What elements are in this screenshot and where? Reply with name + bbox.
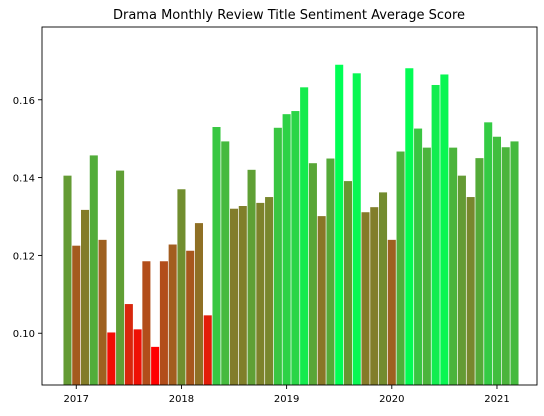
bar-2019-12 (379, 192, 388, 385)
bar-2017-12 (168, 244, 177, 385)
x-tick-label: 2017 (64, 394, 89, 405)
bar-2018-01 (177, 189, 186, 385)
bar-2018-09 (247, 169, 256, 385)
bar-2018-04 (203, 315, 212, 385)
bar-2017-02 (81, 209, 90, 385)
bar-2017-08 (133, 329, 142, 385)
bar-2018-08 (238, 206, 247, 385)
chart-title: Drama Monthly Review Title Sentiment Ave… (113, 8, 465, 23)
bar-2019-01 (282, 114, 291, 386)
x-tick-label: 2019 (274, 394, 299, 405)
bar-2018-10 (256, 202, 265, 385)
bar-2018-12 (273, 127, 282, 385)
axes-layer: 0.10 0.12 0.14 0.16 2017 2018 2019 2020 2021 (13, 26, 538, 405)
bar-2020-12 (484, 122, 493, 385)
bar-2018-06 (221, 141, 230, 385)
y-tick-label: 0.10 (13, 329, 35, 340)
bar-2019-04 (308, 163, 317, 385)
y-tick-label: 0.16 (13, 96, 35, 107)
bar-2018-11 (265, 197, 274, 385)
bar-2019-05 (317, 216, 326, 385)
bar-2018-07 (230, 208, 239, 385)
y-tick-label: 0.12 (13, 251, 35, 262)
x-tick-label: 2020 (379, 394, 404, 405)
bar-2020-08 (449, 147, 458, 385)
plot-frame (41, 26, 538, 386)
x-tick-label: 2021 (484, 394, 509, 405)
bar-2019-06 (326, 158, 335, 385)
bar-2020-05 (422, 147, 431, 385)
bar-2019-10 (361, 212, 370, 385)
bar-2021-03 (510, 141, 519, 385)
x-tick-label: 2018 (169, 394, 194, 405)
bar-2017-01 (72, 245, 81, 385)
y-tick-label: 0.14 (13, 174, 35, 185)
bar-2019-11 (370, 207, 379, 385)
bar-2017-03 (89, 155, 98, 385)
bar-2019-07 (335, 64, 344, 385)
bar-2020-11 (475, 158, 484, 385)
bar-2017-10 (151, 346, 160, 385)
bar-2020-01 (387, 239, 396, 385)
bar-2017-11 (159, 261, 168, 385)
bar-2018-02 (186, 250, 195, 385)
bar-2017-05 (107, 332, 116, 385)
bar-2018-05 (212, 127, 221, 385)
bar-2017-07 (124, 304, 133, 385)
bar-2021-01 (492, 136, 501, 385)
bar-2017-04 (98, 239, 107, 385)
bar-2020-09 (457, 175, 466, 385)
bar-2016-12 (63, 175, 72, 385)
bar-2020-06 (431, 84, 440, 385)
bar-2017-09 (142, 261, 151, 385)
bar-2019-02 (291, 111, 300, 386)
bar-2019-09 (352, 73, 361, 385)
bar-2019-03 (300, 87, 309, 385)
bar-2020-02 (396, 151, 405, 385)
bar-2018-03 (194, 223, 203, 385)
bar-2017-06 (116, 170, 125, 385)
bar-2020-07 (440, 74, 449, 385)
bar-2021-02 (501, 147, 510, 385)
bar-2019-08 (343, 181, 352, 385)
bars-layer (63, 64, 519, 386)
bar-2020-10 (466, 197, 475, 385)
bar-2020-03 (405, 68, 414, 385)
bar-2020-04 (414, 128, 423, 385)
